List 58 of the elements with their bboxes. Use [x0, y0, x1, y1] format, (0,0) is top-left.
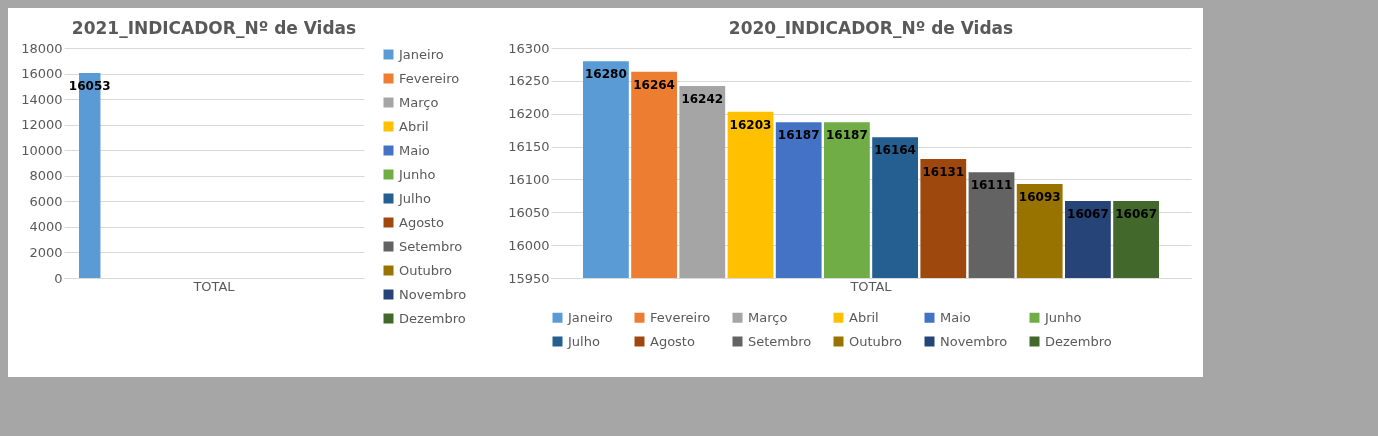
- legend-label: Maio: [399, 142, 430, 158]
- x-tick-label: TOTAL: [849, 278, 893, 294]
- legend-label: Abril: [849, 309, 879, 325]
- chart-title: 2021_INDICADOR_Nº de Vidas: [71, 18, 357, 38]
- legend-label: Julho: [398, 190, 431, 206]
- y-tick-label: 12000: [21, 117, 63, 133]
- legend-label: Novembro: [940, 333, 1008, 349]
- legend-label: Setembro: [399, 238, 463, 254]
- legend-label: Dezembro: [399, 310, 466, 326]
- legend-label: Janeiro: [567, 309, 613, 325]
- x-tick-label: TOTAL: [192, 278, 236, 294]
- legend-label: Junho: [1044, 309, 1082, 325]
- y-tick-label: 14000: [21, 91, 63, 107]
- data-label: 16067: [1067, 207, 1109, 222]
- data-label: 16187: [777, 128, 820, 143]
- y-tick-label: 16300: [508, 40, 550, 56]
- data-label: 16264: [633, 77, 675, 92]
- legend-label: Setembro: [748, 333, 812, 349]
- y-tick-label: 16250: [508, 73, 550, 89]
- y-tick-label: 16000: [508, 237, 550, 253]
- data-label: 16093: [1018, 190, 1061, 205]
- y-tick-label: 8000: [29, 168, 63, 184]
- y-tick-label: 16050: [508, 204, 550, 220]
- y-tick-label: 2000: [29, 244, 63, 260]
- legend-label: Março: [399, 94, 439, 110]
- y-tick-label: 10000: [21, 142, 63, 158]
- legend-label: Maio: [940, 309, 971, 325]
- data-label: 16164: [874, 143, 916, 158]
- legend-label: Julho: [567, 333, 600, 349]
- data-label: 16131: [922, 165, 965, 180]
- legend-label: Fevereiro: [650, 309, 711, 325]
- legend-label: Outubro: [849, 333, 903, 349]
- chart-title: 2020_INDICADOR_Nº de Vidas: [728, 18, 1014, 38]
- legend-label: Março: [748, 309, 788, 325]
- data-label: 16187: [826, 128, 868, 143]
- y-tick-label: 16000: [21, 66, 63, 82]
- legend-label: Fevereiro: [399, 70, 460, 86]
- y-tick-label: 16100: [508, 171, 550, 187]
- legend-label: Junho: [398, 166, 436, 182]
- data-label: 16067: [1115, 207, 1157, 222]
- y-tick-label: 16200: [508, 106, 550, 122]
- legend-label: Agosto: [650, 333, 695, 349]
- legend-label: Novembro: [399, 286, 467, 302]
- legend-label: Dezembro: [1045, 333, 1112, 349]
- legend-label: Janeiro: [398, 46, 444, 62]
- y-tick-label: 4000: [29, 219, 63, 235]
- y-tick-label: 16150: [508, 139, 550, 155]
- y-tick-label: 0: [54, 270, 63, 286]
- data-label: 16111: [970, 178, 1013, 193]
- legend-label: Agosto: [399, 214, 444, 230]
- y-tick-label: 18000: [21, 40, 63, 56]
- data-label: 16203: [729, 117, 772, 132]
- y-tick-label: 6000: [29, 193, 63, 209]
- legend-label: Abril: [399, 118, 429, 134]
- data-label: 16242: [681, 92, 724, 107]
- data-label: 16280: [585, 67, 627, 82]
- legend-label: Outubro: [399, 262, 453, 278]
- y-tick-label: 15950: [508, 270, 550, 286]
